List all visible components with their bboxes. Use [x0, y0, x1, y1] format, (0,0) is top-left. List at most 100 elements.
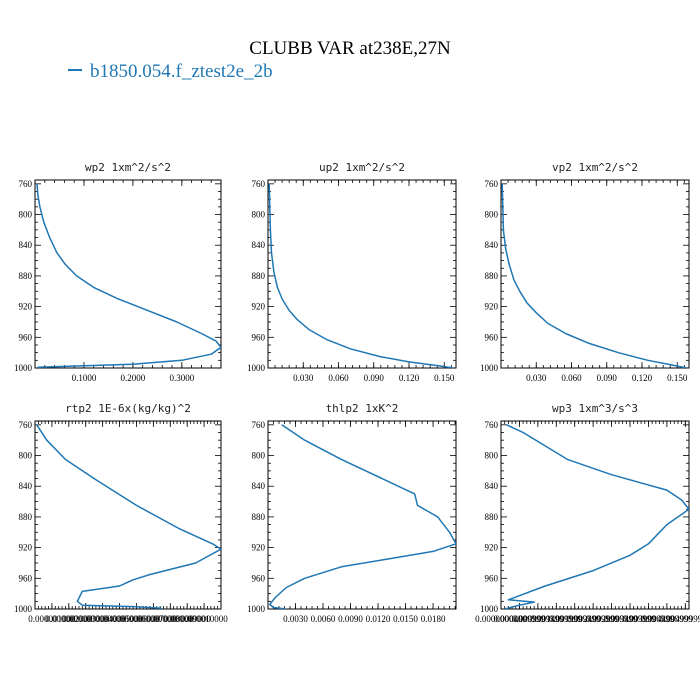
x-tick-label: 0.000009000 — [164, 614, 212, 624]
y-tick-label: 800 — [252, 451, 266, 461]
x-tick-label: 0.0180 — [421, 614, 446, 624]
y-tick-label: 960 — [19, 573, 33, 583]
y-tick-label: 840 — [252, 481, 266, 491]
y-tick-label: 880 — [252, 512, 266, 522]
x-tick-label: 0.150 — [434, 373, 455, 383]
x-tick-label: 0.0029999999 — [586, 614, 638, 624]
panel-title: wp2 1xm^2/s^2 — [85, 161, 171, 174]
x-tick-label: 0.000003000 — [62, 614, 110, 624]
y-tick-label: 760 — [19, 179, 33, 189]
y-tick-label: 920 — [252, 302, 266, 312]
y-tick-label: 880 — [485, 271, 499, 281]
y-tick-label: 800 — [252, 210, 266, 220]
y-tick-label: 840 — [19, 481, 33, 491]
x-tick-label: 0.0024999999 — [567, 614, 619, 624]
x-tick-label: 0.0009999999 — [512, 614, 564, 624]
y-tick-label: 960 — [485, 332, 499, 342]
x-tick-label: 0.0030 — [283, 614, 308, 624]
x-tick-label: 0.0049999999 — [659, 614, 700, 624]
plot-frame — [34, 420, 222, 610]
y-tick-label: 1000 — [480, 363, 499, 373]
x-tick-label: 0.0014999999 — [530, 614, 582, 624]
y-tick-label: 880 — [19, 271, 33, 281]
panel-title: thlp2 1xK^2 — [326, 402, 399, 415]
y-tick-label: 960 — [19, 332, 33, 342]
x-tick-label: 0.030 — [526, 373, 547, 383]
panel-2: vp2 1xm^2/s^2 760 800 840 880 920 960 1000 0.030… — [480, 161, 690, 383]
y-tick-label: 840 — [252, 240, 266, 250]
y-tick-label: 920 — [485, 543, 499, 553]
x-tick-label: 0.000008000 — [147, 614, 195, 624]
panel-5: wp3 1xm^3/s^376080084088092096010000.000… — [475, 402, 700, 624]
x-tick-label: 0.0044999999 — [641, 614, 693, 624]
panel-title: vp2 1xm^2/s^2 — [552, 161, 638, 174]
x-tick-label: 0.3000 — [169, 373, 194, 383]
series-line — [36, 424, 221, 609]
plot-frame — [34, 179, 222, 369]
y-tick-label: 880 — [485, 512, 499, 522]
x-tick-label: 0.000010000 — [180, 614, 228, 624]
y-tick-label: 840 — [19, 240, 33, 250]
plot-frame — [500, 420, 690, 610]
y-tick-label: 760 — [19, 420, 33, 430]
x-tick-label: 0.000001000 — [28, 614, 76, 624]
x-tick-label: 0.0000000000 — [475, 614, 527, 624]
panel-3: rtp2 1E-6x(kg/kg)^2 760 800 840 880 920 960 100… — [14, 402, 228, 624]
y-tick-label: 760 — [252, 179, 266, 189]
y-tick-label: 920 — [19, 302, 33, 312]
legend-label: b1850.054.f_ztest2e_2b — [90, 61, 273, 82]
x-tick-label: 0.000002000 — [45, 614, 93, 624]
x-tick-label: 0.000005000 — [96, 614, 144, 624]
x-tick-label: 0.000007000 — [130, 614, 178, 624]
y-tick-label: 920 — [19, 543, 33, 553]
y-tick-label: 760 — [485, 179, 499, 189]
y-tick-label: 1000 — [14, 363, 33, 373]
x-tick-label: 0.0019999999 — [549, 614, 601, 624]
x-tick-label: 0.0120 — [366, 614, 391, 624]
x-tick-label: 0.120 — [399, 373, 420, 383]
figure-title: CLUBB VAR at238E,27N — [249, 38, 451, 59]
y-tick-label: 880 — [252, 271, 266, 281]
y-tick-label: 920 — [252, 543, 266, 553]
y-tick-label: 800 — [19, 451, 33, 461]
series-line — [504, 424, 689, 609]
y-tick-label: 800 — [485, 210, 499, 220]
y-tick-label: 1000 — [247, 363, 266, 373]
y-tick-label: 880 — [19, 512, 33, 522]
y-tick-label: 920 — [485, 302, 499, 312]
x-tick-label: 0.2000 — [121, 373, 146, 383]
plot-frame — [267, 420, 457, 610]
x-tick-label: 0.030 — [293, 373, 314, 383]
y-tick-label: 800 — [485, 451, 499, 461]
x-tick-label: 0.060 — [561, 373, 582, 383]
x-tick-label: 0.060 — [328, 373, 349, 383]
panel-0: wp2 1xm^2/s^2 760 800 840 880 920 960 1000 0.100… — [14, 161, 222, 383]
series-line — [268, 183, 454, 368]
x-tick-label: 0.0060 — [311, 614, 336, 624]
y-tick-label: 800 — [19, 210, 33, 220]
x-tick-label: 0.0034999999 — [604, 614, 656, 624]
x-tick-label: 0.0004999999 — [494, 614, 546, 624]
y-tick-label: 1000 — [14, 604, 33, 614]
series-line — [501, 183, 687, 368]
x-tick-label: 0.000004000 — [79, 614, 127, 624]
y-tick-label: 1000 — [247, 604, 266, 614]
y-tick-label: 1000 — [480, 604, 499, 614]
y-tick-label: 760 — [252, 420, 266, 430]
x-tick-label: 0.1000 — [72, 373, 97, 383]
y-tick-label: 960 — [252, 573, 266, 583]
x-tick-label: 0.090 — [364, 373, 385, 383]
y-tick-label: 960 — [485, 573, 499, 583]
y-tick-label: 960 — [252, 332, 266, 342]
panel-title: wp3 1xm^3/s^3 — [552, 402, 638, 415]
y-tick-label: 840 — [485, 240, 499, 250]
panels: wp2 1xm^2/s^2 760 800 840 880 920 960 1000 0.100… — [14, 161, 700, 624]
x-tick-label: 0.0039999999 — [623, 614, 675, 624]
panel-title: rtp2 1E-6x(kg/kg)^2 — [65, 402, 191, 415]
series-line — [269, 424, 456, 609]
x-tick-label: 0.120 — [632, 373, 653, 383]
x-tick-label: 0.150 — [667, 373, 688, 383]
panel-title: up2 1xm^2/s^2 — [319, 161, 405, 174]
